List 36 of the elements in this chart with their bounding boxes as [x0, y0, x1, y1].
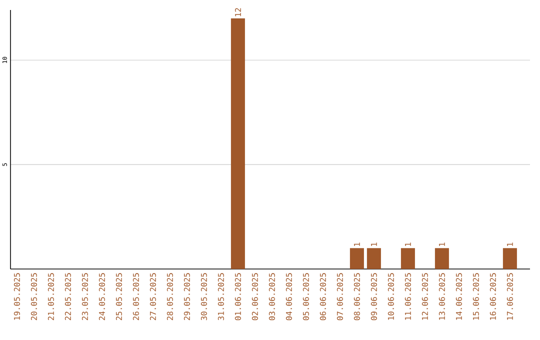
- x-tick-label: 03.06.2025: [268, 273, 275, 320]
- x-tick-label: 06.06.2025: [320, 273, 326, 320]
- data-label: 1: [507, 242, 513, 246]
- x-tick-label: 10.06.2025: [388, 273, 394, 320]
- x-tick-label: 14.06.2025: [456, 273, 462, 320]
- x-tick-label: 08.06.2025: [354, 273, 360, 320]
- x-tick-label: 21.05.2025: [48, 273, 54, 320]
- x-tick-label: 16.06.2025: [490, 273, 496, 320]
- x-tick-label: 31.05.2025: [218, 273, 224, 320]
- x-tick-label: 12.06.2025: [422, 273, 428, 320]
- x-tick-label: 23.05.2025: [82, 273, 88, 320]
- data-label: 12: [234, 8, 241, 16]
- x-tick-label: 28.05.2025: [166, 273, 173, 320]
- x-tick-label: 22.05.2025: [64, 273, 71, 320]
- x-tick-label: 20.05.2025: [30, 273, 37, 320]
- x-tick-label: 27.05.2025: [150, 273, 156, 320]
- x-tick-label: 02.06.2025: [252, 273, 258, 320]
- x-tick-label: 07.06.2025: [336, 273, 343, 320]
- x-tick-label: 15.06.2025: [472, 273, 479, 320]
- data-label: 1: [371, 242, 377, 246]
- x-tick-label: 25.05.2025: [116, 273, 122, 320]
- x-tick-label: 05.06.2025: [302, 273, 309, 320]
- x-tick-label: 26.05.2025: [132, 273, 139, 320]
- data-label: 1: [439, 242, 445, 246]
- x-tick-label: 11.06.2025: [404, 273, 411, 320]
- x-tick-label: 24.05.2025: [98, 273, 105, 320]
- x-tick-label: 01.06.2025: [234, 273, 241, 320]
- x-tick-label: 09.06.2025: [370, 273, 377, 320]
- x-tick-label: 29.05.2025: [184, 273, 190, 320]
- x-tick-label: 30.05.2025: [200, 273, 207, 320]
- x-tick-label: 19.05.2025: [14, 273, 20, 320]
- x-tick-label: 17.06.2025: [506, 273, 513, 320]
- x-tick-label: 04.06.2025: [286, 273, 292, 320]
- data-label: 1: [405, 242, 411, 246]
- data-label: 1: [354, 242, 360, 246]
- x-tick-label: 13.06.2025: [438, 273, 445, 320]
